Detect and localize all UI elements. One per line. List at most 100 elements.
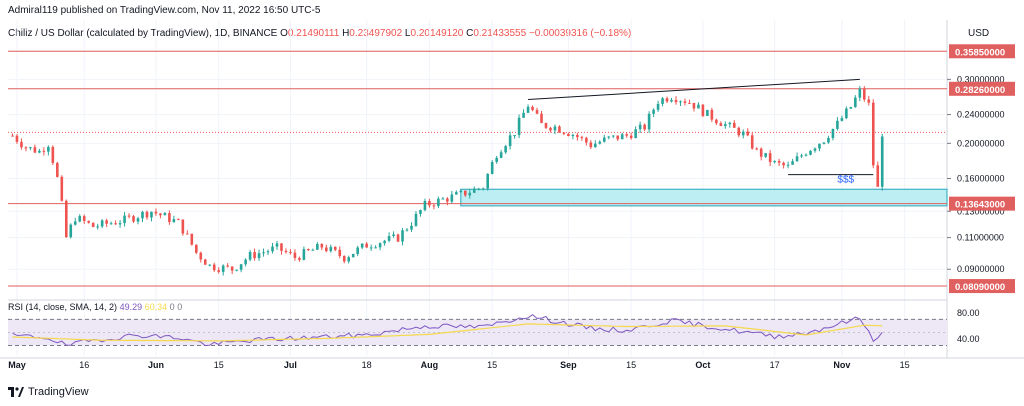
candle-body [20, 141, 23, 148]
candle-body [51, 146, 55, 163]
price-level-label: 0.13643000 [955, 200, 1005, 211]
candle-body [396, 234, 400, 242]
candle-body [78, 216, 82, 222]
y-tick-label: 0.09000000 [957, 264, 1005, 274]
candle-body [638, 124, 642, 130]
candle-body [625, 134, 628, 136]
tradingview-logo-text: TradingView [28, 386, 89, 398]
candle-body [109, 223, 113, 225]
candle-body [544, 123, 548, 128]
candle-body [576, 134, 579, 138]
candle-body [199, 252, 203, 260]
candle-body [419, 210, 422, 214]
candle-body [163, 213, 167, 216]
candle-body [172, 219, 176, 223]
candle-body [374, 247, 377, 249]
candle-body [127, 215, 131, 217]
candle-body [307, 249, 310, 251]
candle-body [123, 215, 126, 224]
candle-body [652, 109, 655, 114]
candle-body [289, 252, 292, 254]
x-tick-label: 15 [626, 360, 636, 370]
candle-body [818, 143, 821, 149]
candle-body [159, 213, 162, 216]
candle-body [316, 243, 319, 250]
x-tick-label: 15 [214, 360, 224, 370]
rsi-label: RSI (14, close, SMA, 14, 2) [8, 302, 118, 312]
candle-body [230, 266, 234, 271]
candle-body [253, 252, 256, 259]
candle-body [594, 143, 597, 148]
candle-body [643, 124, 646, 130]
candle-body [60, 176, 64, 201]
candle-body [87, 220, 90, 223]
candle-body [29, 147, 32, 149]
rsi-line [12, 313, 883, 347]
candle-body [186, 233, 189, 235]
candle-body [526, 106, 530, 113]
rsi-legend: RSI (14, close, SMA, 14, 2) 49.29 60.34 … [8, 302, 182, 312]
x-tick-label: 15 [900, 360, 910, 370]
candle-body [311, 249, 315, 251]
candle-body [325, 247, 328, 252]
candle-body [257, 253, 261, 259]
candle-body [432, 205, 436, 207]
candle-body [737, 127, 741, 136]
candle-body [871, 102, 875, 166]
candle-body [69, 224, 73, 238]
candle-body [150, 211, 153, 218]
y-tick-label: 0.11000000 [957, 233, 1004, 243]
tradingview-logo[interactable]: TradingView [8, 386, 89, 398]
candle-body [378, 243, 382, 248]
candle-body [706, 109, 709, 116]
y-tick-label: 0.20000000 [957, 138, 1005, 148]
close-label: C [466, 28, 474, 39]
candle-body [822, 142, 826, 144]
currency-label: USD [968, 28, 990, 39]
x-tick-label: 15 [487, 360, 497, 370]
y-tick-label: 0.30000000 [957, 74, 1005, 84]
open-label: O [280, 28, 288, 39]
candle-body [647, 113, 651, 130]
trendline [528, 78, 860, 101]
candle-body [773, 161, 776, 163]
candle-body [96, 226, 99, 228]
candle-body [47, 146, 50, 152]
candle-body [262, 252, 265, 254]
candle-body [481, 188, 485, 190]
candle-body [177, 219, 180, 221]
x-tick-label: Aug [421, 360, 439, 370]
candle-body [540, 113, 543, 124]
candle-body [401, 230, 404, 242]
y-tick-label: 0.16000000 [957, 174, 1005, 184]
candle-body [508, 135, 512, 147]
candle-body [880, 136, 884, 187]
candle-body [212, 264, 216, 271]
candle-body [849, 107, 853, 109]
candle-body [683, 101, 687, 103]
price-chart[interactable]: $$$ 0.30000000 0.24000000 0.20000000 0.16000… [0, 0, 1024, 380]
candle-body [567, 133, 570, 136]
candle-body [499, 152, 503, 158]
candle-body [724, 124, 727, 127]
candle-body [611, 135, 615, 137]
candle-body [194, 244, 198, 253]
y-tick-label: 0.24000000 [957, 110, 1005, 120]
candle-body [365, 243, 368, 248]
candle-body [410, 225, 413, 230]
candle-body [531, 106, 534, 111]
candle-body [863, 88, 866, 100]
candle-body [840, 118, 844, 121]
candle-body [239, 264, 243, 270]
candle-body [356, 247, 359, 254]
candle-body [168, 213, 171, 223]
x-tick-label: 17 [770, 360, 780, 370]
candle-body [719, 123, 723, 127]
candle-body [876, 165, 880, 187]
candle-body [867, 99, 871, 103]
rsi-tick-label: 40.00 [957, 334, 980, 344]
candle-body [33, 147, 37, 153]
x-tick-label: May [8, 360, 26, 370]
close-value: 0.21433555 [473, 28, 527, 39]
candle-body [392, 234, 395, 237]
